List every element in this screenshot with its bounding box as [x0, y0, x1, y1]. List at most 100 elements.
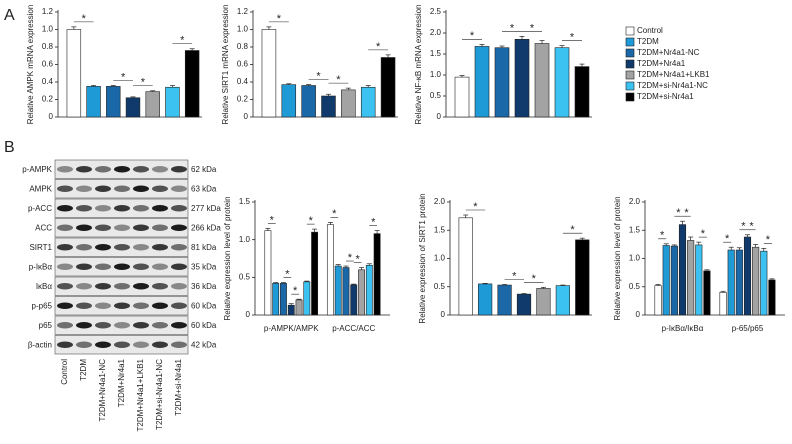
- significance-mark: *: [473, 201, 478, 213]
- y-tick-label: 1.0: [42, 25, 54, 34]
- blot-size: 42 kDa: [191, 340, 217, 349]
- blot-band: [152, 263, 168, 270]
- bar: [287, 304, 295, 316]
- y-tick-label: 1.0: [430, 70, 442, 79]
- significance-mark: *: [376, 41, 381, 53]
- y-tick-label: 0: [441, 310, 446, 319]
- bar: [735, 249, 743, 316]
- blot-band: [76, 302, 92, 309]
- bar: [358, 269, 365, 316]
- legend-label: T2DM+si-Nr4a1: [637, 92, 694, 101]
- blot-band: [95, 224, 111, 231]
- bar: [678, 224, 687, 316]
- blot-protein: p65: [39, 321, 53, 330]
- legend-swatch: [625, 26, 635, 36]
- y-tick-label: 1.0: [239, 235, 251, 244]
- y-tick-label: 1.2: [42, 7, 54, 16]
- y-tick-label: 0.4: [237, 77, 249, 86]
- blot-band: [133, 341, 149, 348]
- bar: [341, 89, 356, 118]
- significance-mark: *: [316, 71, 321, 83]
- bar: [497, 284, 512, 316]
- blot-band: [76, 185, 92, 192]
- bar: [719, 292, 727, 316]
- bar: [516, 293, 532, 316]
- bar: [66, 29, 82, 118]
- y-tick-label: 0.5: [430, 91, 442, 100]
- bar: [727, 249, 735, 316]
- lane-label: T2DM+Nr4a1: [117, 358, 126, 407]
- blot-band: [57, 341, 73, 348]
- bar: [380, 57, 396, 118]
- panel-label: B: [4, 139, 15, 156]
- y-tick-label: 2.0: [430, 28, 442, 37]
- legend-swatch: [625, 92, 635, 102]
- bar: [478, 283, 493, 316]
- blot-band: [76, 224, 92, 231]
- blot-size: 35 kDa: [191, 262, 217, 271]
- blot-band: [76, 283, 92, 290]
- blot-band: [95, 244, 111, 251]
- y-tick-label: 0.8: [237, 42, 249, 51]
- blot-band: [114, 185, 130, 192]
- blot-band: [76, 263, 92, 270]
- blot-band: [57, 205, 73, 212]
- y-tick-label: 0: [49, 112, 54, 121]
- blot-size: 277 kDa: [191, 204, 221, 213]
- blot-band: [152, 205, 168, 212]
- bar: [703, 270, 711, 316]
- blot-band: [76, 166, 92, 173]
- bar: [165, 86, 180, 118]
- blot-band: [76, 322, 92, 329]
- blot-band: [57, 166, 73, 173]
- blot-band: [171, 185, 187, 192]
- legend-label: T2DM+si-Nr4a1-NC: [637, 81, 708, 90]
- significance-mark: *: [470, 30, 475, 42]
- blot-protein: SIRT1: [29, 243, 52, 252]
- blot-band: [133, 283, 149, 290]
- blot-band: [171, 341, 187, 348]
- significance-mark: *: [121, 71, 126, 83]
- lane-label: T2DM: [79, 359, 88, 381]
- blot-band: [133, 224, 149, 231]
- blot-band: [76, 341, 92, 348]
- lane-label: T2DM+Nr4a1+LKB1: [136, 358, 145, 431]
- bar: [125, 97, 141, 118]
- blot-band: [114, 263, 130, 270]
- bar: [536, 288, 551, 316]
- blot-band: [57, 302, 73, 309]
- y-tick-label: 1.2: [237, 7, 249, 16]
- blot-protein: IκBα: [36, 282, 53, 291]
- blot-band: [114, 205, 130, 212]
- significance-mark: *: [701, 228, 706, 240]
- blot-protein: ACC: [35, 223, 52, 232]
- y-tick-label: 2.0: [629, 197, 641, 206]
- y-tick-label: 0: [437, 112, 442, 121]
- y-axis-label: Relative NF-κB mRNA expression: [414, 4, 423, 124]
- significance-mark: *: [725, 233, 730, 245]
- significance-mark: *: [532, 273, 537, 285]
- bar: [768, 279, 776, 316]
- blot-band: [133, 185, 149, 192]
- blot-band: [152, 283, 168, 290]
- blot-band: [95, 205, 111, 212]
- y-axis-label: Relative AMPK mRNA expression: [26, 5, 35, 125]
- blot-band: [152, 322, 168, 329]
- bar: [670, 245, 678, 316]
- blot-band: [57, 244, 73, 251]
- legend-label: T2DM+Nr4a1+LKB1: [637, 70, 710, 79]
- blot-size: 60 kDa: [191, 301, 217, 310]
- legend-swatch: [625, 59, 635, 69]
- y-tick-label: 2.0: [434, 197, 446, 206]
- legend-label: T2DM: [637, 37, 659, 46]
- y-axis-label: Relative expression level of protein: [223, 196, 232, 320]
- blot-protein: p-AMPK: [22, 165, 52, 174]
- blot-band: [95, 185, 111, 192]
- blot-band: [95, 341, 111, 348]
- blot-band: [95, 302, 111, 309]
- significance-mark: *: [356, 253, 361, 265]
- y-tick-label: 1.5: [430, 49, 442, 58]
- x-tick-label: p-65/p65: [732, 324, 764, 333]
- blot-size: 62 kDa: [191, 165, 217, 174]
